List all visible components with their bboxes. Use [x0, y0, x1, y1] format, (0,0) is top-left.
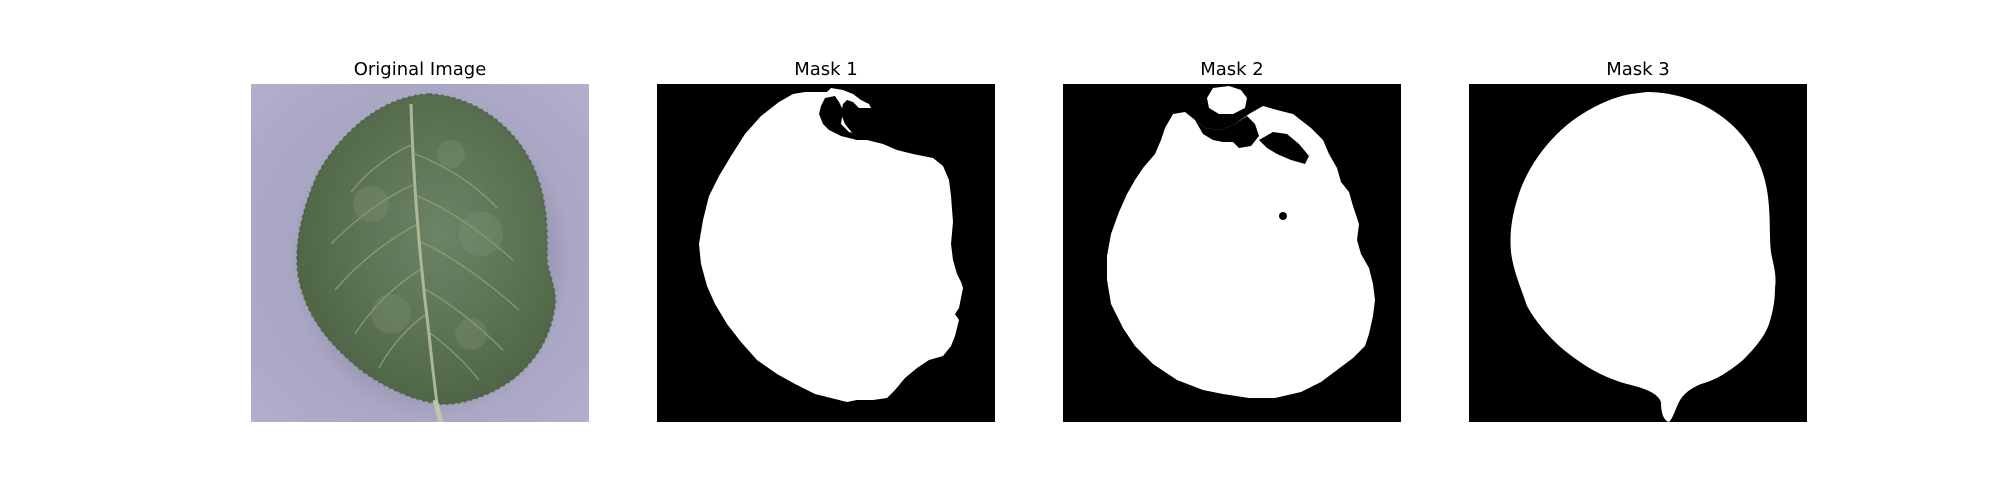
mask-2-region [1107, 106, 1375, 398]
mask-1-region [699, 88, 963, 402]
leaf-shape [296, 94, 556, 405]
panel-mask-1: Mask 1 [657, 56, 995, 422]
mask-3-region [1510, 92, 1776, 422]
panel-title: Mask 1 [794, 59, 858, 80]
panel-original-image: Original Image [251, 56, 589, 422]
mask-2-image [1063, 84, 1401, 422]
panel-title: Original Image [353, 59, 487, 80]
panel-mask-3: Mask 3 [1469, 56, 1807, 422]
panel-mask-2: Mask 2 [1063, 56, 1401, 422]
mask-3-image [1469, 84, 1807, 422]
mask-1-image [657, 84, 995, 422]
original-leaf-photo [251, 84, 589, 422]
panel-title: Mask 3 [1606, 59, 1670, 80]
leaf-midrib [409, 103, 441, 422]
panel-title: Mask 2 [1200, 59, 1264, 80]
